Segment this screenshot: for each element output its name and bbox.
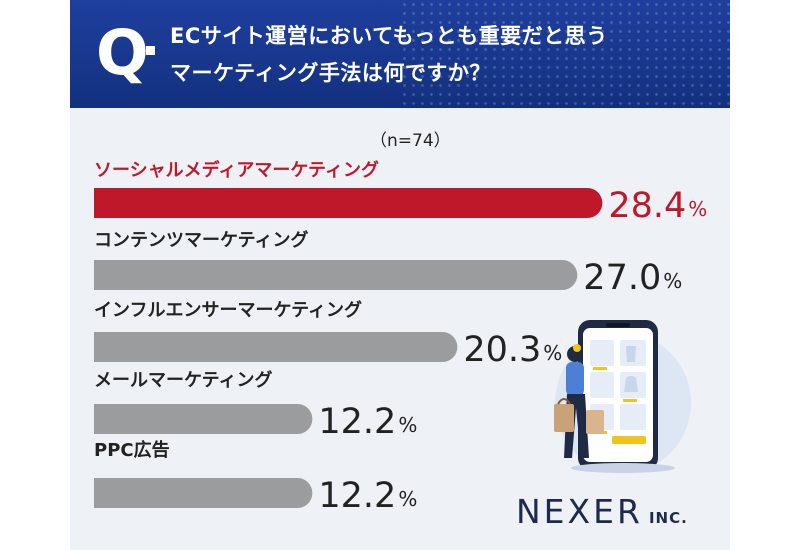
category-label: インフルエンサーマーケティング bbox=[94, 299, 362, 321]
bar bbox=[94, 260, 578, 290]
value-label: 20.3 bbox=[463, 330, 541, 370]
dot-pattern bbox=[400, 0, 730, 108]
q-dot bbox=[146, 46, 155, 55]
nexer-logo: NEXER INC. bbox=[516, 492, 688, 531]
category-label: PPC広告 bbox=[94, 439, 170, 461]
shopping-smartphone-illustration bbox=[554, 320, 691, 473]
bar bbox=[94, 404, 313, 434]
logo-sub: INC. bbox=[648, 509, 688, 527]
category-label: コンテンツマーケティング bbox=[94, 229, 309, 251]
category-label: メールマーケティング bbox=[94, 369, 273, 391]
value-label: 27.0 bbox=[583, 258, 661, 298]
percent-unit: % bbox=[688, 197, 707, 221]
bar bbox=[94, 188, 603, 218]
infographic: Q ECサイト運営においてもっとも重要だと思う マーケティング手法は何ですか？ … bbox=[70, 0, 730, 550]
category-label: ソーシャルメディアマーケティング bbox=[94, 159, 379, 181]
question-line-2: マーケティング手法は何ですか？ bbox=[170, 61, 491, 85]
value-label: 28.4 bbox=[608, 186, 686, 226]
question-header: Q ECサイト運営においてもっとも重要だと思う マーケティング手法は何ですか？ bbox=[70, 0, 730, 108]
logo-main: NEXER bbox=[516, 492, 643, 531]
sample-size-label: （n=74） bbox=[370, 131, 451, 151]
percent-unit: % bbox=[398, 413, 417, 437]
percent-unit: % bbox=[543, 341, 562, 365]
percent-unit: % bbox=[398, 487, 417, 511]
bar bbox=[94, 332, 458, 362]
bar-chart: ソーシャルメディアマーケティング 28.4 % コンテンツマーケティング 27.0 % イン… bbox=[94, 159, 707, 516]
q-mark: Q bbox=[96, 16, 149, 89]
question-line-1: ECサイト運営においてもっとも重要だと思う bbox=[170, 24, 608, 48]
value-label: 12.2 bbox=[318, 476, 396, 516]
value-label: 12.2 bbox=[318, 402, 396, 442]
percent-unit: % bbox=[663, 269, 682, 293]
bar bbox=[94, 478, 313, 508]
